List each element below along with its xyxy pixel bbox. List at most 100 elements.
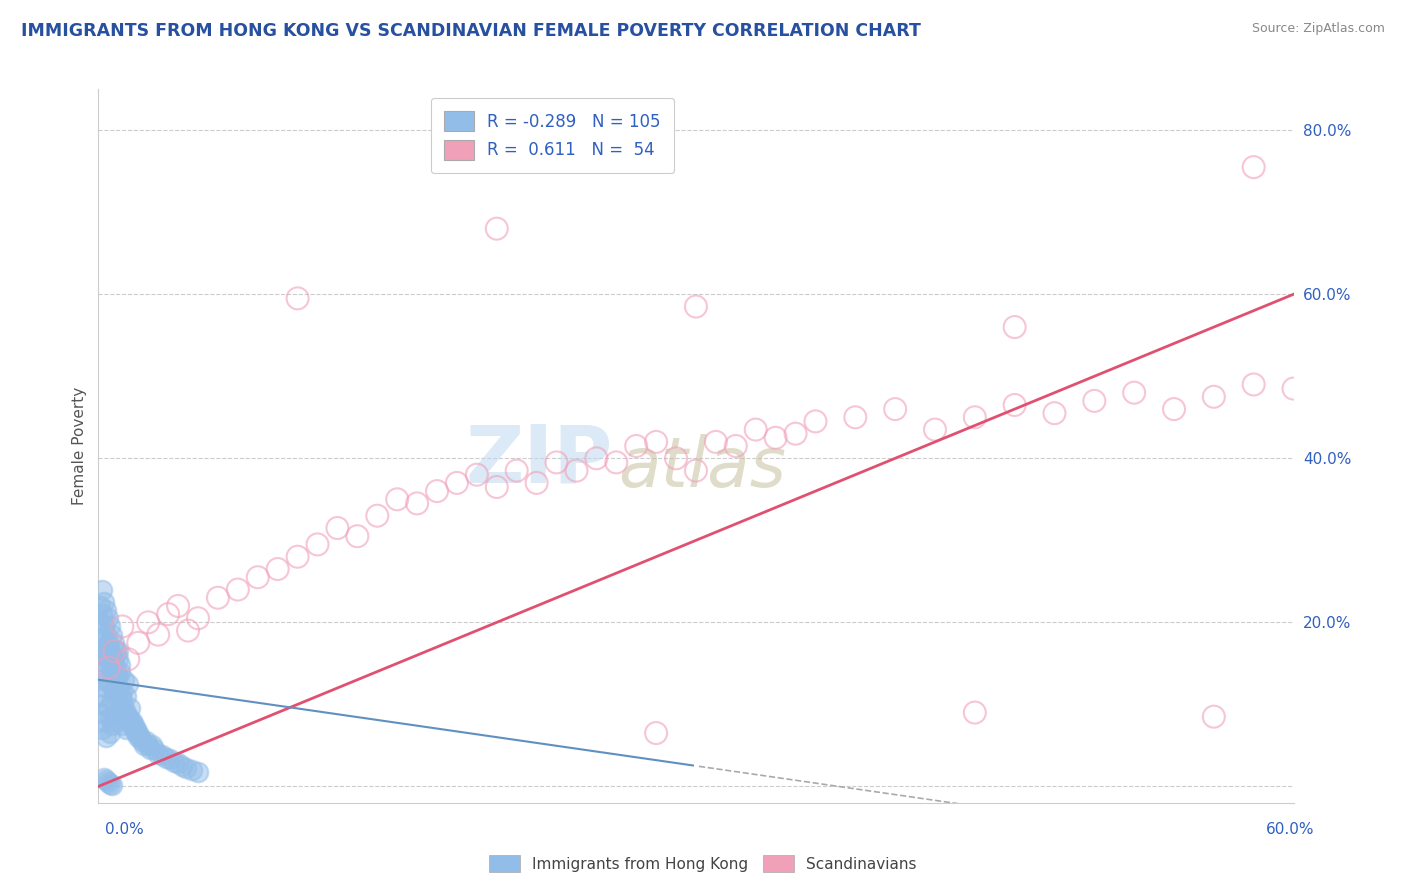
Point — [93, 595, 115, 609]
Point — [127, 636, 149, 650]
Point — [181, 763, 204, 777]
Text: 0.0%: 0.0% — [105, 822, 145, 837]
Point — [143, 742, 166, 756]
Point — [207, 591, 229, 605]
Point — [124, 722, 146, 736]
Point — [924, 423, 946, 437]
Point — [110, 689, 132, 703]
Point — [96, 603, 118, 617]
Point — [105, 677, 128, 691]
Point — [1083, 393, 1105, 408]
Point — [98, 709, 122, 723]
Point — [585, 451, 607, 466]
Point — [155, 750, 177, 764]
Point — [103, 668, 125, 682]
Point — [115, 722, 138, 736]
Point — [1163, 402, 1185, 417]
Point — [844, 410, 866, 425]
Point — [226, 582, 249, 597]
Point — [107, 668, 129, 682]
Point — [745, 423, 768, 437]
Point — [93, 665, 115, 679]
Point — [704, 434, 727, 449]
Point — [187, 764, 209, 779]
Point — [267, 562, 290, 576]
Point — [1004, 398, 1026, 412]
Point — [1282, 382, 1305, 396]
Point — [136, 739, 159, 753]
Point — [159, 752, 181, 766]
Point — [605, 455, 627, 469]
Point — [120, 714, 142, 728]
Point — [131, 734, 153, 748]
Point — [785, 426, 807, 441]
Point — [167, 599, 190, 613]
Point — [110, 665, 132, 679]
Point — [101, 693, 124, 707]
Text: ZIP: ZIP — [465, 421, 612, 500]
Point — [101, 660, 124, 674]
Point — [163, 755, 186, 769]
Point — [107, 685, 129, 699]
Text: IMMIGRANTS FROM HONG KONG VS SCANDINAVIAN FEMALE POVERTY CORRELATION CHART: IMMIGRANTS FROM HONG KONG VS SCANDINAVIA… — [21, 22, 921, 40]
Point — [98, 777, 122, 791]
Point — [157, 607, 180, 622]
Point — [485, 480, 508, 494]
Legend: R = -0.289   N = 105, R =  0.611   N =  54: R = -0.289 N = 105, R = 0.611 N = 54 — [430, 97, 675, 173]
Point — [177, 624, 200, 638]
Point — [103, 658, 125, 673]
Point — [385, 492, 409, 507]
Point — [105, 644, 128, 658]
Point — [1043, 406, 1066, 420]
Point — [97, 636, 120, 650]
Point — [112, 701, 135, 715]
Point — [112, 673, 135, 687]
Point — [665, 451, 688, 466]
Point — [125, 722, 148, 736]
Point — [98, 644, 122, 658]
Point — [645, 726, 668, 740]
Point — [93, 619, 115, 633]
Point — [1202, 709, 1225, 723]
Point — [101, 665, 124, 679]
Point — [101, 652, 124, 666]
Point — [506, 464, 529, 478]
Point — [963, 410, 986, 425]
Point — [89, 599, 111, 613]
Point — [93, 714, 115, 728]
Point — [110, 658, 132, 673]
Point — [1243, 377, 1265, 392]
Text: Source: ZipAtlas.com: Source: ZipAtlas.com — [1251, 22, 1385, 36]
Point — [446, 475, 468, 490]
Point — [97, 660, 120, 674]
Point — [96, 681, 118, 695]
Point — [307, 537, 329, 551]
Point — [117, 709, 139, 723]
Point — [89, 673, 111, 687]
Point — [565, 464, 588, 478]
Point — [135, 734, 157, 748]
Y-axis label: Female Poverty: Female Poverty — [72, 387, 87, 505]
Point — [246, 570, 269, 584]
Point — [125, 726, 148, 740]
Point — [546, 455, 568, 469]
Point — [1202, 390, 1225, 404]
Point — [107, 644, 129, 658]
Point — [101, 778, 124, 792]
Point — [115, 689, 138, 703]
Point — [134, 739, 156, 753]
Point — [107, 681, 129, 695]
Point — [139, 742, 162, 756]
Point — [117, 677, 139, 691]
Point — [105, 663, 128, 677]
Point — [96, 627, 118, 641]
Point — [148, 627, 170, 641]
Point — [111, 718, 134, 732]
Point — [96, 730, 118, 744]
Point — [406, 496, 429, 510]
Point — [103, 636, 125, 650]
Point — [96, 648, 118, 662]
Point — [685, 300, 707, 314]
Point — [111, 619, 134, 633]
Point — [150, 748, 173, 763]
